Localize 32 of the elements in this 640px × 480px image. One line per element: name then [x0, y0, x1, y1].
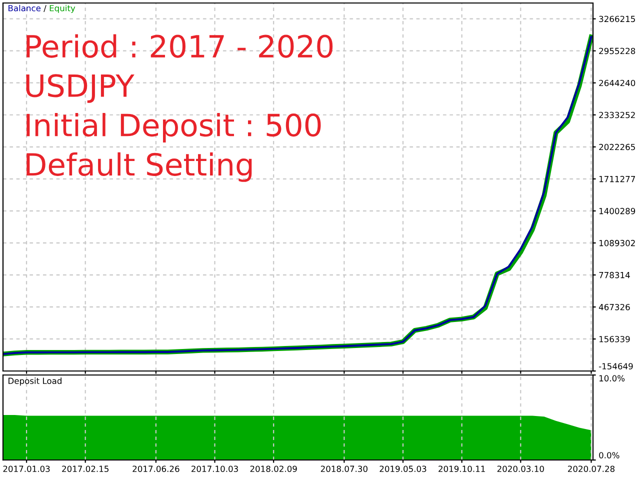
y-tick-label: 10.0%	[599, 375, 625, 382]
y-tick-label: 0.0%	[599, 452, 620, 458]
y-tick-label: 2644240	[599, 80, 636, 86]
x-tick-label: 2017.10.03	[192, 466, 238, 472]
x-tick-label: 2018.02.09	[250, 466, 297, 472]
x-tick-label: 2017.02.15	[62, 466, 108, 472]
y-tick-label: 3266215	[599, 16, 635, 22]
y-tick-label: 1089302	[599, 240, 635, 246]
x-tick-label: 2020.07.28	[568, 466, 615, 472]
annotation: Default Setting	[26, 152, 252, 182]
text: Balance	[8, 4, 41, 12]
y-tick-label: 1711277	[599, 176, 635, 182]
x-tick-label: 2017.01.03	[3, 466, 50, 472]
y-tick-label: 778314	[599, 272, 630, 278]
text: Equity	[50, 4, 76, 13]
x-tick-label: 2020.03.10	[497, 466, 544, 472]
x-tick-label: 2019.10.11	[438, 466, 485, 472]
x-tick-label: 2018.07.30	[320, 466, 368, 472]
y-tick-label: 2022265	[599, 144, 635, 150]
x-tick-label: 2019.05.03	[380, 466, 426, 472]
annotation: Period : 2017 - 2020	[26, 34, 333, 58]
x-tick-label: 2017.06.26	[132, 466, 180, 472]
y-tick-label: -154649	[598, 363, 633, 370]
annotation: USDJPY	[26, 74, 134, 103]
y-tick-label: 2333252	[599, 112, 635, 118]
y-tick-label: 467326	[598, 304, 630, 310]
y-tick-label: 156339	[599, 336, 630, 342]
annotation: Initial Deposit : 500	[26, 112, 321, 143]
chart-title: Deposit Load	[8, 378, 62, 386]
legend-title: /	[44, 5, 46, 12]
y-tick-label: 2955228	[599, 48, 636, 54]
y-tick-label: 1400289	[599, 208, 636, 214]
